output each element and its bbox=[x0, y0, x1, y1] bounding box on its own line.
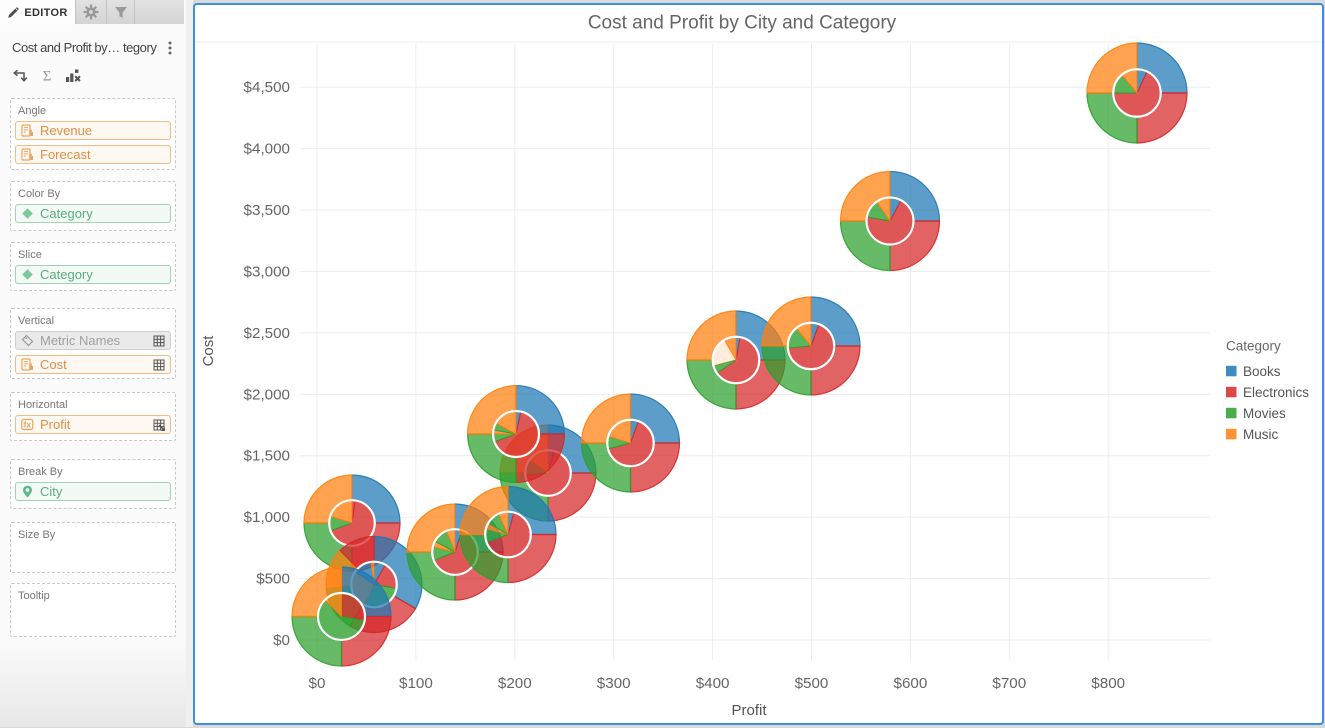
svg-text:$2,000: $2,000 bbox=[244, 386, 290, 403]
svg-text:Σ: Σ bbox=[43, 69, 52, 84]
svg-text:Books: Books bbox=[1243, 364, 1281, 379]
svg-text:$3,500: $3,500 bbox=[244, 202, 290, 219]
svg-text:$600: $600 bbox=[894, 675, 928, 692]
svg-text:$1,000: $1,000 bbox=[244, 509, 290, 526]
svg-text:$500: $500 bbox=[795, 675, 829, 692]
svg-text:$1,500: $1,500 bbox=[244, 448, 290, 465]
svg-text:Movies: Movies bbox=[1243, 406, 1286, 421]
svg-text:Cost and Profit by City and Ca: Cost and Profit by City and Category bbox=[588, 13, 897, 34]
svg-text:$500: $500 bbox=[256, 571, 290, 588]
svg-text:$700: $700 bbox=[992, 675, 1026, 692]
svg-text:$0: $0 bbox=[309, 675, 326, 692]
svg-text:$300: $300 bbox=[597, 675, 631, 692]
svg-text:$4,500: $4,500 bbox=[244, 79, 290, 96]
svg-text:Profit: Profit bbox=[731, 702, 767, 719]
svg-text:$2,500: $2,500 bbox=[244, 325, 290, 342]
svg-text:$0: $0 bbox=[273, 632, 290, 649]
svg-text:fx: fx bbox=[24, 420, 32, 430]
svg-text:$800: $800 bbox=[1091, 675, 1125, 692]
svg-text:Music: Music bbox=[1243, 427, 1279, 442]
svg-text:$400: $400 bbox=[696, 675, 730, 692]
svg-text:Electronics: Electronics bbox=[1243, 385, 1309, 400]
svg-text:Category: Category bbox=[1226, 339, 1281, 354]
svg-text:$200: $200 bbox=[498, 675, 532, 692]
svg-text:Cost: Cost bbox=[200, 335, 217, 367]
svg-text:$100: $100 bbox=[399, 675, 433, 692]
svg-text:$3,000: $3,000 bbox=[244, 263, 290, 280]
svg-text:$4,000: $4,000 bbox=[244, 141, 290, 158]
